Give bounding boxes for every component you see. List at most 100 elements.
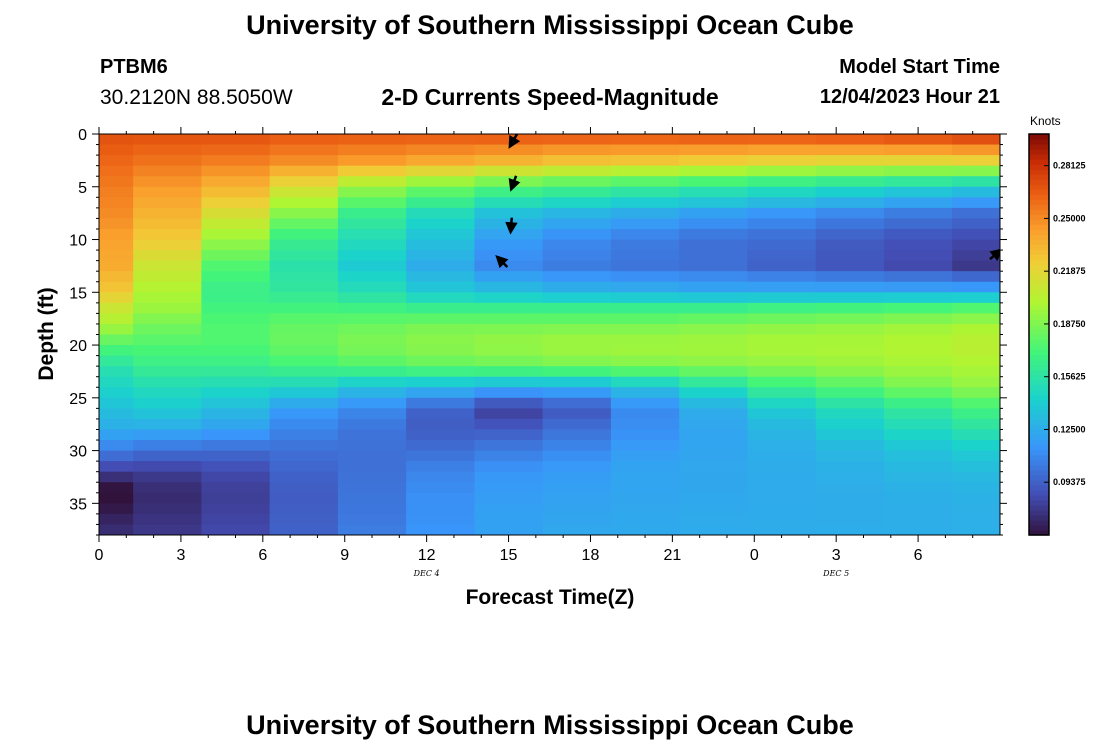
heatmap-cell	[815, 239, 885, 251]
colorbar-segment	[1029, 519, 1049, 526]
colorbar-segment	[1029, 214, 1049, 220]
heatmap-cell	[201, 429, 271, 441]
heatmap-cell	[406, 144, 476, 156]
heatmap-cell	[679, 239, 749, 251]
heatmap-cell	[883, 323, 953, 336]
heatmap-cell	[610, 292, 680, 304]
heatmap-cell	[201, 492, 271, 504]
heatmap-cell	[133, 345, 202, 357]
heatmap-cell	[337, 334, 407, 346]
heatmap-cell	[406, 207, 476, 220]
heatmap-cell	[747, 492, 817, 504]
model-start-label: Model Start Time	[839, 56, 1000, 78]
heatmap-cell	[474, 260, 544, 272]
heatmap-cell	[201, 482, 271, 494]
heatmap-cell	[133, 323, 202, 336]
heatmap-cell	[474, 387, 544, 399]
current-arrows	[495, 134, 1000, 269]
heatmap-cell	[474, 134, 544, 146]
heatmap-cell	[610, 323, 680, 336]
heatmap-cell	[201, 144, 271, 156]
heatmap-cell	[883, 387, 953, 399]
heatmap-cell	[542, 313, 612, 325]
heatmap-cell	[815, 397, 885, 409]
heatmap-cell	[201, 271, 271, 283]
colorbar-segment	[1029, 379, 1049, 386]
heatmap-cell	[952, 260, 1000, 272]
heatmap-cell	[747, 134, 817, 146]
station-coords: 30.2120N 88.5050W	[100, 86, 293, 109]
heatmap-cell	[542, 471, 612, 483]
heatmap-cell	[133, 450, 202, 462]
heatmap-cell	[883, 197, 953, 209]
heatmap-cell	[747, 313, 817, 325]
colorbar-segment	[1029, 224, 1049, 230]
heatmap-cell	[474, 176, 544, 188]
heatmap-cell	[133, 228, 202, 241]
heatmap-cell	[952, 207, 1000, 220]
heatmap-cell	[747, 271, 817, 283]
heatmap-cell	[952, 165, 1000, 177]
heatmap-cell	[815, 281, 885, 293]
heatmap-cell	[542, 387, 612, 399]
heatmap-cell	[133, 471, 202, 483]
heatmap-cell	[883, 376, 953, 388]
heatmap-cell	[610, 408, 680, 420]
heatmap-cell	[269, 165, 339, 177]
heatmap-cell	[883, 408, 953, 420]
model-start-time: 12/04/2023 Hour 21	[819, 86, 1000, 108]
heatmap-cell	[337, 440, 407, 452]
colorbar-segment	[1029, 424, 1049, 431]
heatmap-cell	[883, 429, 953, 441]
heatmap-cell	[269, 429, 339, 441]
heatmap-cell	[406, 134, 476, 146]
heatmap-cell	[99, 292, 134, 304]
heatmap-cell	[133, 207, 202, 220]
heatmap-cell	[133, 376, 202, 388]
heatmap-cell	[99, 345, 134, 357]
station-id: PTBM6	[100, 56, 168, 78]
heatmap-cell	[269, 292, 339, 304]
heatmap-cell	[952, 292, 1000, 304]
heatmap-cell	[610, 313, 680, 325]
heatmap-cell	[474, 218, 544, 230]
heatmap-cell	[815, 250, 885, 262]
heatmap-cell	[679, 461, 749, 473]
heatmap-cell	[201, 355, 271, 367]
heatmap-cell	[883, 186, 953, 198]
heatmap-cell	[952, 323, 1000, 336]
heatmap-cell	[883, 524, 953, 535]
heatmap-cell	[679, 228, 749, 241]
heatmap-cell	[610, 334, 680, 346]
heatmap-cell	[883, 218, 953, 230]
colorbar-segment	[1029, 404, 1049, 411]
heatmap-cell	[269, 387, 339, 399]
heatmap-cell	[952, 524, 1000, 535]
colorbar-tick-label: 0.25000	[1053, 213, 1086, 223]
colorbar-segment	[1029, 294, 1049, 301]
heatmap-cell	[883, 418, 953, 431]
heatmap-cell	[610, 144, 680, 156]
colorbar-segment	[1029, 409, 1049, 416]
heatmap-cell	[815, 524, 885, 535]
heatmap-cell	[542, 334, 612, 346]
heatmap-cell	[815, 345, 885, 357]
heatmap-cell	[542, 524, 612, 535]
heatmap-cell	[883, 450, 953, 462]
heatmap-cell	[201, 461, 271, 473]
heatmap-cell	[337, 418, 407, 431]
heatmap-cell	[747, 323, 817, 336]
x-tick-label: 3	[176, 547, 185, 564]
heatmap-cell	[542, 302, 612, 314]
heatmap-cell	[679, 440, 749, 452]
heatmap-cell	[815, 228, 885, 241]
heatmap-cell	[337, 397, 407, 409]
heatmap-cell	[952, 134, 1000, 146]
heatmap-cell	[133, 492, 202, 504]
colorbar-segment	[1029, 304, 1049, 311]
heatmap-cell	[201, 345, 271, 357]
heatmap-cell	[337, 176, 407, 188]
heatmap-cell	[269, 524, 339, 535]
heatmap-cell	[406, 186, 476, 198]
